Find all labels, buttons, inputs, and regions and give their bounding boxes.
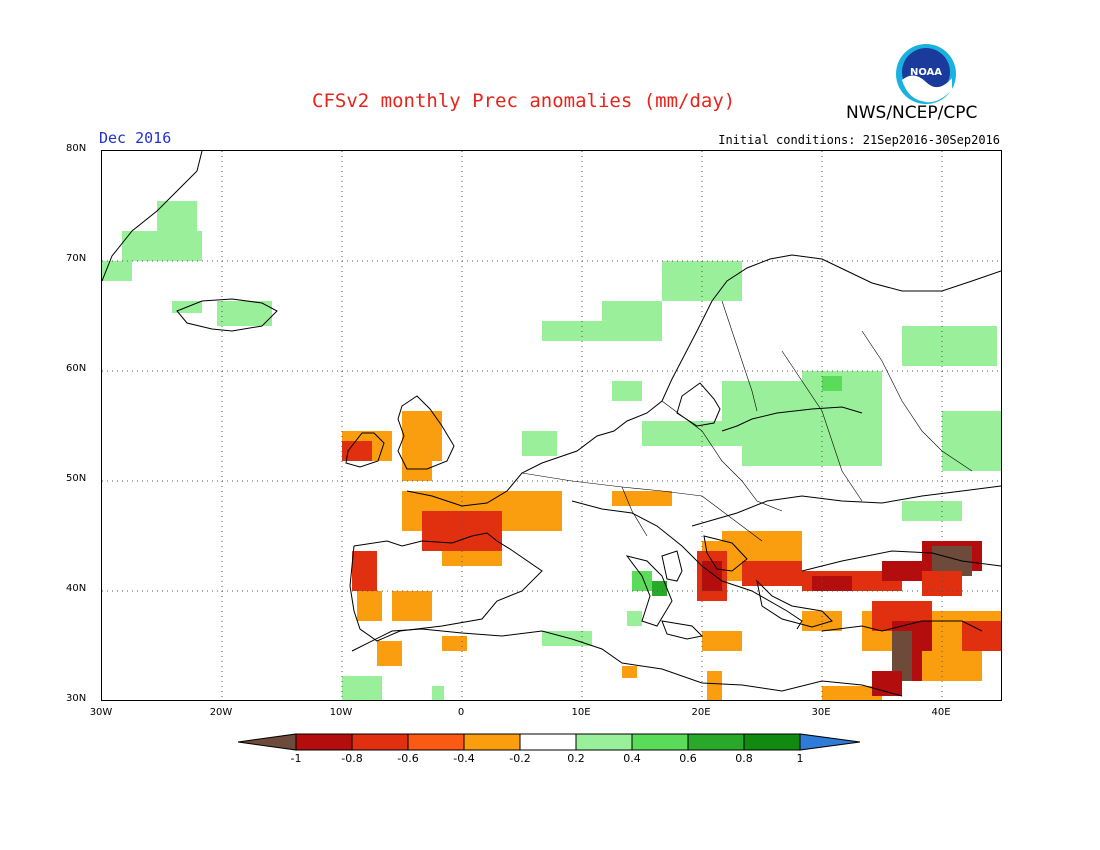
anomaly-cell (892, 631, 912, 681)
anomaly-cell (942, 411, 1001, 471)
colorbar-swatch (407, 733, 465, 751)
noaa-logo-icon: NOAA (896, 44, 956, 104)
anomaly-cell (627, 611, 642, 626)
anomaly-cell (602, 301, 662, 341)
anomaly-cell (402, 411, 442, 461)
precip-anomaly-map (101, 150, 1002, 701)
anomaly-cell (342, 676, 382, 700)
anomaly-cell (642, 421, 752, 446)
lat-label-40n: 40N (66, 583, 87, 594)
anomaly-cell (902, 501, 962, 521)
colorbar-swatch (743, 733, 801, 751)
colorbar-label: -0.8 (341, 752, 363, 765)
colorbar-label: 0.2 (567, 752, 585, 765)
anomaly-cell (702, 631, 742, 651)
anomaly-cell (922, 571, 962, 596)
anomaly-cell (432, 686, 444, 700)
anomaly-cell (632, 571, 652, 591)
colorbar-label: -0.2 (509, 752, 531, 765)
valid-month-label: Dec 2016 (99, 129, 172, 147)
lon-label-30w: 30W (89, 707, 113, 718)
anomaly-cell (522, 431, 557, 456)
anomaly-cell (902, 326, 997, 366)
anomaly-cell (352, 551, 377, 591)
anomaly-cell (822, 376, 842, 391)
anomaly-cell (702, 561, 722, 591)
anomaly-cell (922, 651, 982, 681)
logo-text: NOAA (910, 67, 942, 78)
coastlines (102, 151, 1001, 697)
colorbar-low-arrow (238, 733, 297, 751)
anomaly-cell (102, 261, 132, 281)
lon-label-10w: 10W (329, 707, 353, 718)
colorbar-label: 0.4 (623, 752, 641, 765)
colorbar-swatch (631, 733, 689, 751)
lat-label-30n: 30N (66, 693, 87, 704)
anomaly-cell (612, 491, 672, 506)
country-borders (521, 300, 973, 542)
lat-label-50n: 50N (66, 473, 87, 484)
anomaly-cell (217, 301, 272, 326)
anomaly-cell (742, 561, 802, 586)
anomaly-cell (612, 381, 642, 401)
anomaly-cell (742, 441, 882, 466)
colorbar (238, 733, 861, 751)
colorbar-swatch (687, 733, 745, 751)
lon-label-40e: 40E (931, 707, 951, 718)
lon-label-30e: 30E (811, 707, 831, 718)
colorbar-label: 1 (796, 752, 804, 765)
anomaly-cell (707, 671, 722, 700)
lat-label-80n: 80N (66, 143, 87, 154)
anomaly-cell (652, 581, 667, 596)
colorbar-swatch (463, 733, 521, 751)
colorbar-swatch (519, 733, 577, 751)
anomaly-cell (377, 641, 402, 666)
organization-label: NWS/NCEP/CPC (846, 103, 978, 123)
lat-label-70n: 70N (66, 253, 87, 264)
anomaly-cells (102, 201, 1001, 700)
colorbar-swatch (575, 733, 633, 751)
anomaly-cell (357, 591, 382, 621)
lon-label-10e: 10E (571, 707, 591, 718)
lon-label-20w: 20W (209, 707, 233, 718)
initial-conditions-label: Initial conditions: 21Sep2016-30Sep2016 (718, 133, 1000, 147)
anomaly-cell (702, 266, 732, 286)
anomaly-cell (442, 551, 502, 566)
anomaly-cell (812, 576, 852, 591)
anomaly-cell (442, 636, 467, 651)
anomaly-cell (402, 461, 432, 481)
colorbar-label: -0.4 (453, 752, 475, 765)
colorbar-high-arrow (799, 733, 861, 751)
lon-label-0: 0 (457, 707, 465, 718)
lat-label-60n: 60N (66, 363, 87, 374)
colorbar-label: 0.8 (735, 752, 753, 765)
map-title: CFSv2 monthly Prec anomalies (mm/day) (312, 90, 736, 112)
anomaly-cell (822, 686, 882, 700)
anomaly-cell (392, 591, 432, 621)
colorbar-swatch (351, 733, 409, 751)
anomaly-cell (622, 666, 637, 678)
anomaly-cell (962, 621, 1001, 651)
colorbar-label: -1 (290, 752, 302, 765)
anomaly-cell (542, 321, 602, 341)
lon-label-20e: 20E (691, 707, 711, 718)
anomaly-cell (342, 441, 372, 461)
colorbar-label: 0.6 (679, 752, 697, 765)
colorbar-swatch (295, 733, 353, 751)
anomaly-cell (157, 201, 197, 241)
colorbar-label: -0.6 (397, 752, 419, 765)
anomaly-cell (722, 531, 802, 546)
